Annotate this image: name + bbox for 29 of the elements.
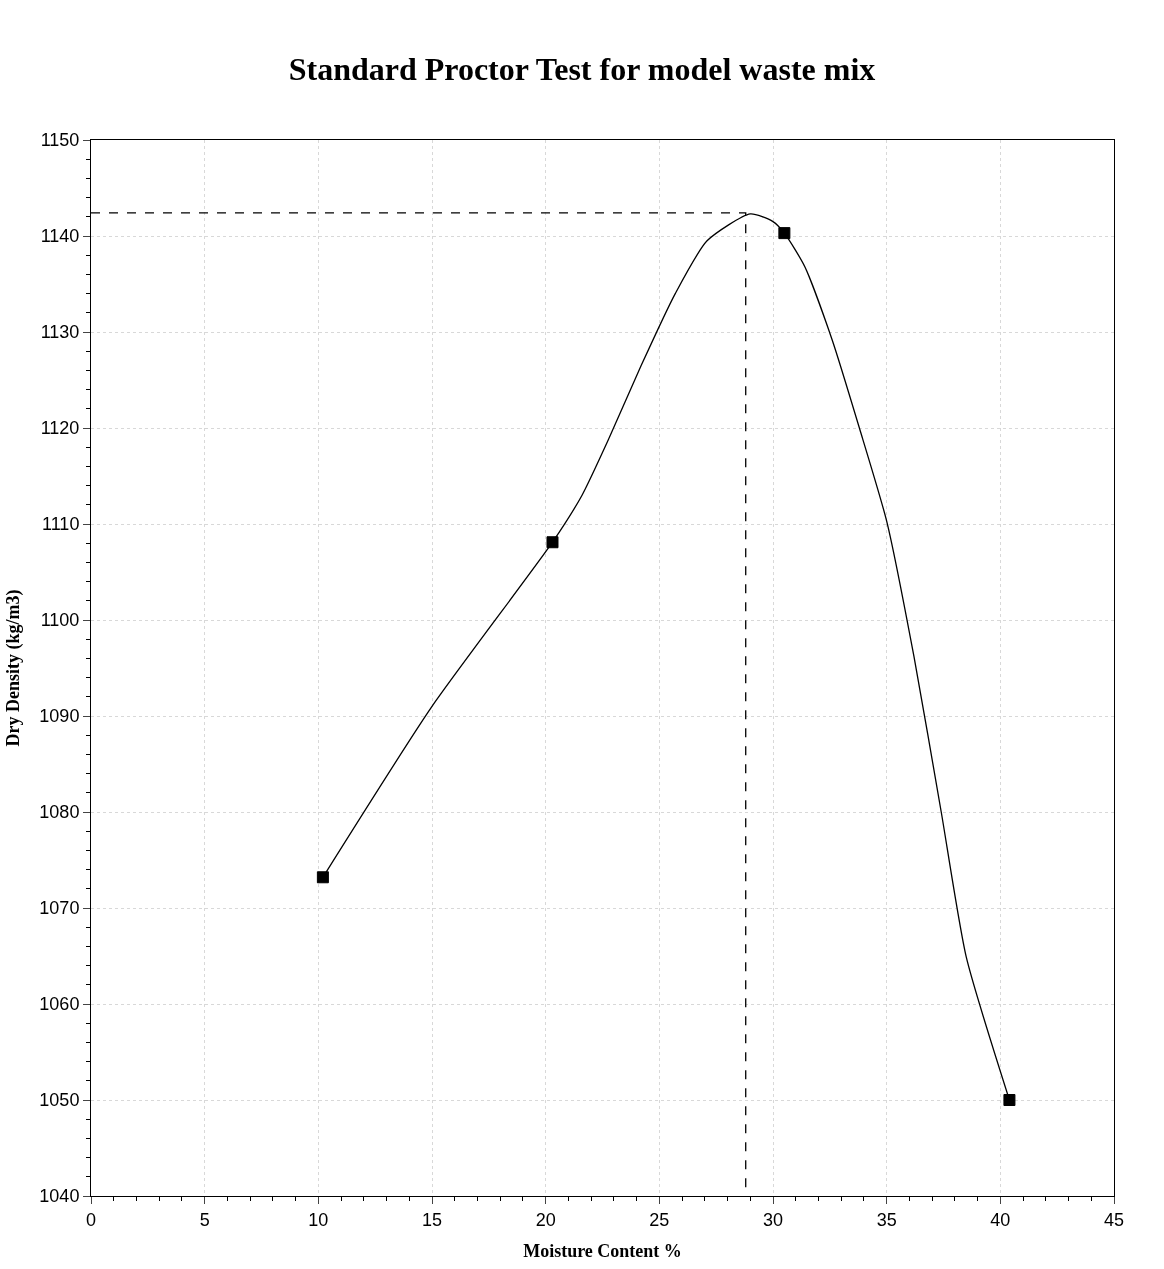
y-tick-label: 1070 xyxy=(39,898,80,919)
y-tick-label: 1090 xyxy=(39,706,80,727)
y-tick-label: 1130 xyxy=(40,322,80,343)
y-axis-title: Dry Density (kg/m3) xyxy=(2,589,24,747)
y-tick-label: 1140 xyxy=(40,226,80,247)
point xyxy=(1003,1094,1016,1106)
chart-title: Standard Proctor Test for model waste mix xyxy=(288,50,876,87)
x-tick-label: 40 xyxy=(990,1209,1011,1230)
point xyxy=(316,871,329,884)
x-tick-label: 10 xyxy=(308,1209,329,1230)
y-tick-label: 1080 xyxy=(39,802,80,823)
x-tick-label: 20 xyxy=(535,1209,556,1230)
x-tick-label: 45 xyxy=(1103,1209,1125,1230)
y-tick-label: 1110 xyxy=(42,514,80,535)
x-tick-label: 25 xyxy=(649,1209,670,1230)
x-axis-title: Moisture Content % xyxy=(523,1240,682,1261)
x-tick-label: 15 xyxy=(421,1209,443,1230)
y-tick-label: 1050 xyxy=(39,1090,80,1111)
y-tick-label: 1120 xyxy=(40,418,80,439)
point xyxy=(546,536,559,549)
x-tick-label: 35 xyxy=(876,1209,897,1230)
x-tick-label: 30 xyxy=(762,1209,784,1230)
y-tick-label: 1060 xyxy=(39,994,80,1015)
y-tick-label: 1100 xyxy=(40,610,80,631)
y-tick-label: 1150 xyxy=(40,130,80,151)
y-tick-label: 1040 xyxy=(39,1186,80,1207)
x-tick-label: 5 xyxy=(199,1209,210,1230)
point xyxy=(778,227,791,240)
x-tick-label: 0 xyxy=(85,1209,97,1230)
